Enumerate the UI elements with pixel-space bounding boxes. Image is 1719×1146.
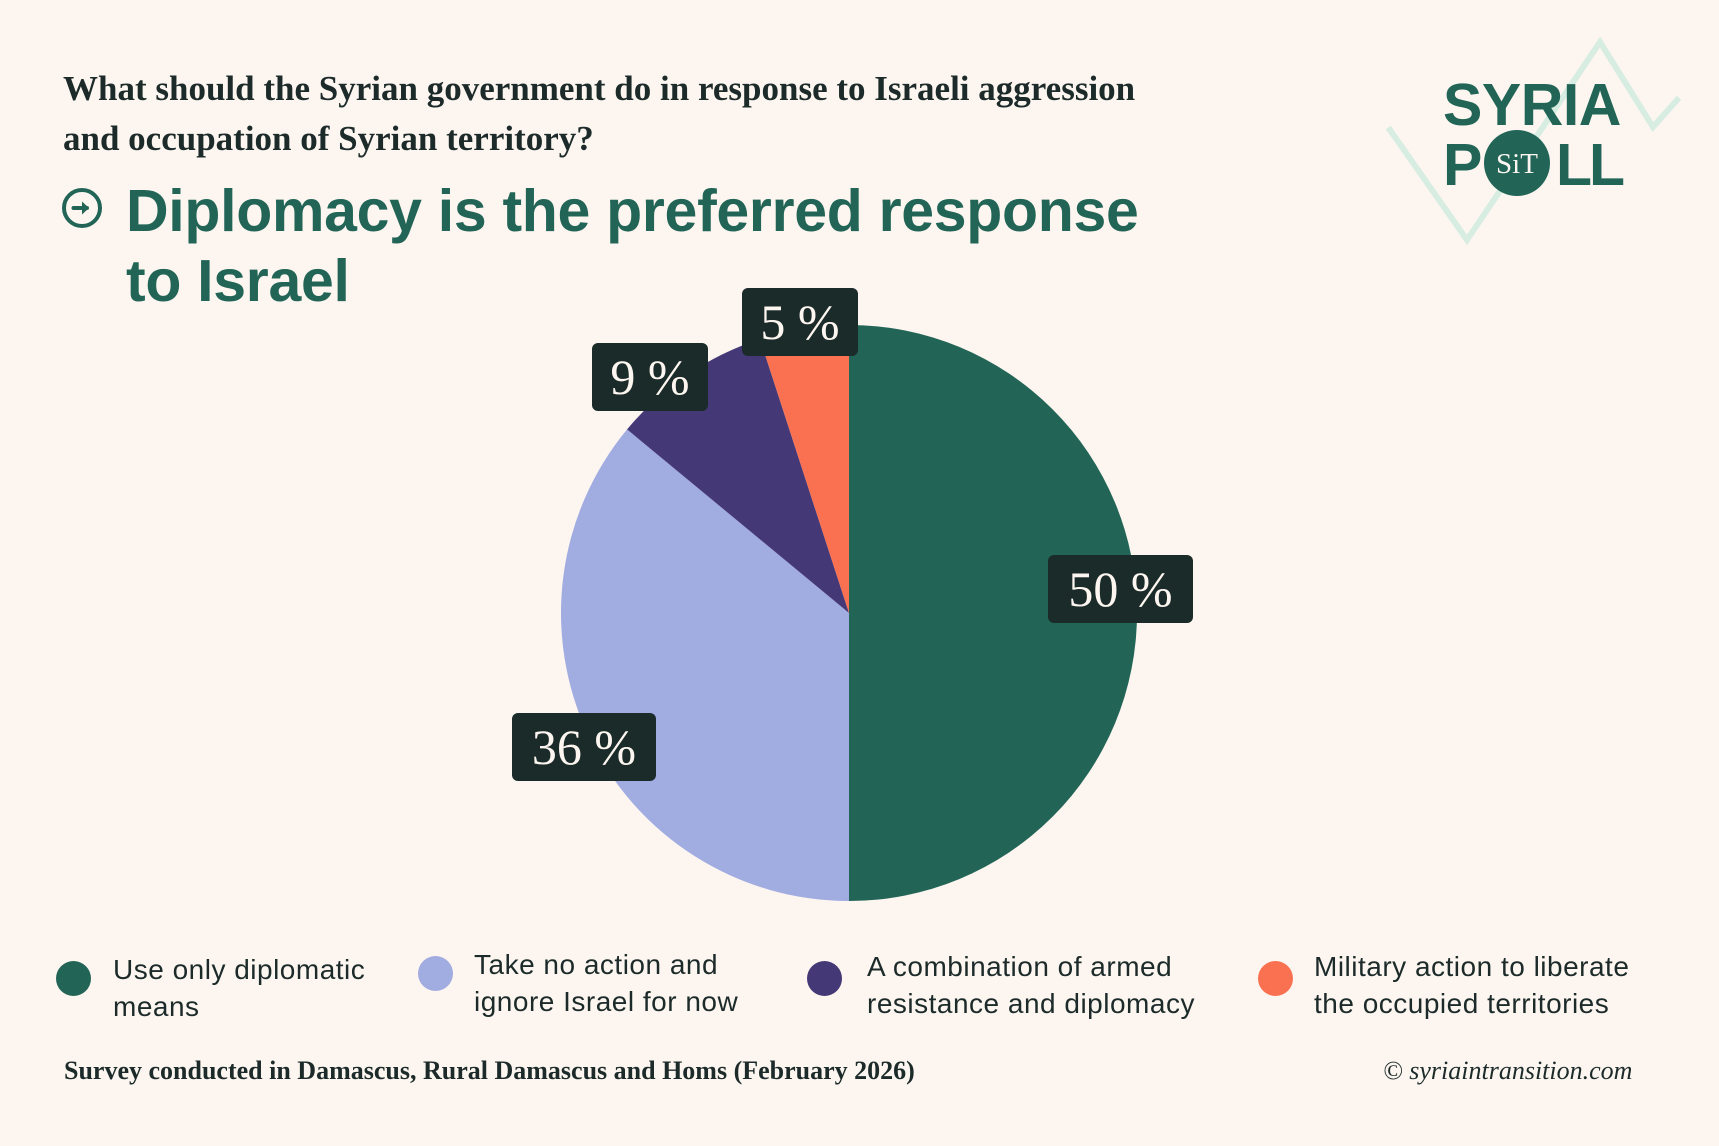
- legend-label: Take no action and ignore Israel for now: [474, 946, 738, 1020]
- chart-title-line-2: to Israel: [126, 248, 350, 314]
- survey-question-line-2: and occupation of Syrian territory?: [63, 119, 594, 158]
- arrow-right-circle-icon: [62, 188, 102, 228]
- legend-swatch: [56, 961, 91, 996]
- logo-syria-text: SYRIA: [1443, 72, 1621, 138]
- survey-question-line-1: What should the Syrian government do in …: [63, 69, 1136, 108]
- legend-label-line: Take no action and: [474, 949, 719, 980]
- chart-title: Diplomacy is the preferred response to I…: [126, 176, 1226, 316]
- slice-label-combination: 9 %: [592, 343, 708, 411]
- legend-label-line: the occupied territories: [1314, 988, 1610, 1019]
- chart-title-line-1: Diplomacy is the preferred response: [126, 178, 1139, 244]
- slice-label-diplomatic: 50 %: [1048, 555, 1193, 623]
- legend-label: Military action to liberate the occupied…: [1314, 948, 1629, 1022]
- pie-slice-take-no-action-and-ignore-israel-for-now: [560, 429, 849, 901]
- legend-label-line: Military action to liberate: [1314, 951, 1630, 982]
- logo-badge-circle: [1484, 130, 1550, 196]
- legend-label: Use only diplomatic means: [113, 951, 365, 1025]
- legend-label: A combination of armed resistance and di…: [867, 948, 1195, 1022]
- legend-label-line: ignore Israel for now: [474, 986, 739, 1017]
- logo-zigzag-line: [1385, 36, 1682, 246]
- pie-slice-use-only-diplomatic-means: [849, 325, 1137, 901]
- logo-ll-text: LL: [1556, 132, 1624, 198]
- slice-label-military: 5 %: [742, 288, 858, 356]
- legend-swatch: [1258, 961, 1293, 996]
- legend-swatch: [807, 961, 842, 996]
- survey-question: What should the Syrian government do in …: [63, 64, 1293, 164]
- slice-label-no-action: 36 %: [512, 713, 656, 781]
- survey-footnote: Survey conducted in Damascus, Rural Dama…: [64, 1056, 915, 1085]
- pie-slice-military-action-to-liberate-the-occupied-territories: [760, 325, 849, 613]
- legend-label-line: A combination of armed: [867, 951, 1173, 982]
- logo-badge-text: SiT: [1496, 148, 1538, 180]
- legend-label-line: means: [113, 991, 200, 1022]
- syria-poll-logo: SYRIA P SiT LL: [1385, 36, 1682, 246]
- copyright-link[interactable]: © syriaintransition.com: [1383, 1056, 1633, 1085]
- logo-p-text: P: [1443, 132, 1482, 198]
- legend-label-line: Use only diplomatic: [113, 954, 366, 985]
- legend-swatch: [418, 956, 453, 991]
- legend-label-line: resistance and diplomacy: [867, 988, 1195, 1019]
